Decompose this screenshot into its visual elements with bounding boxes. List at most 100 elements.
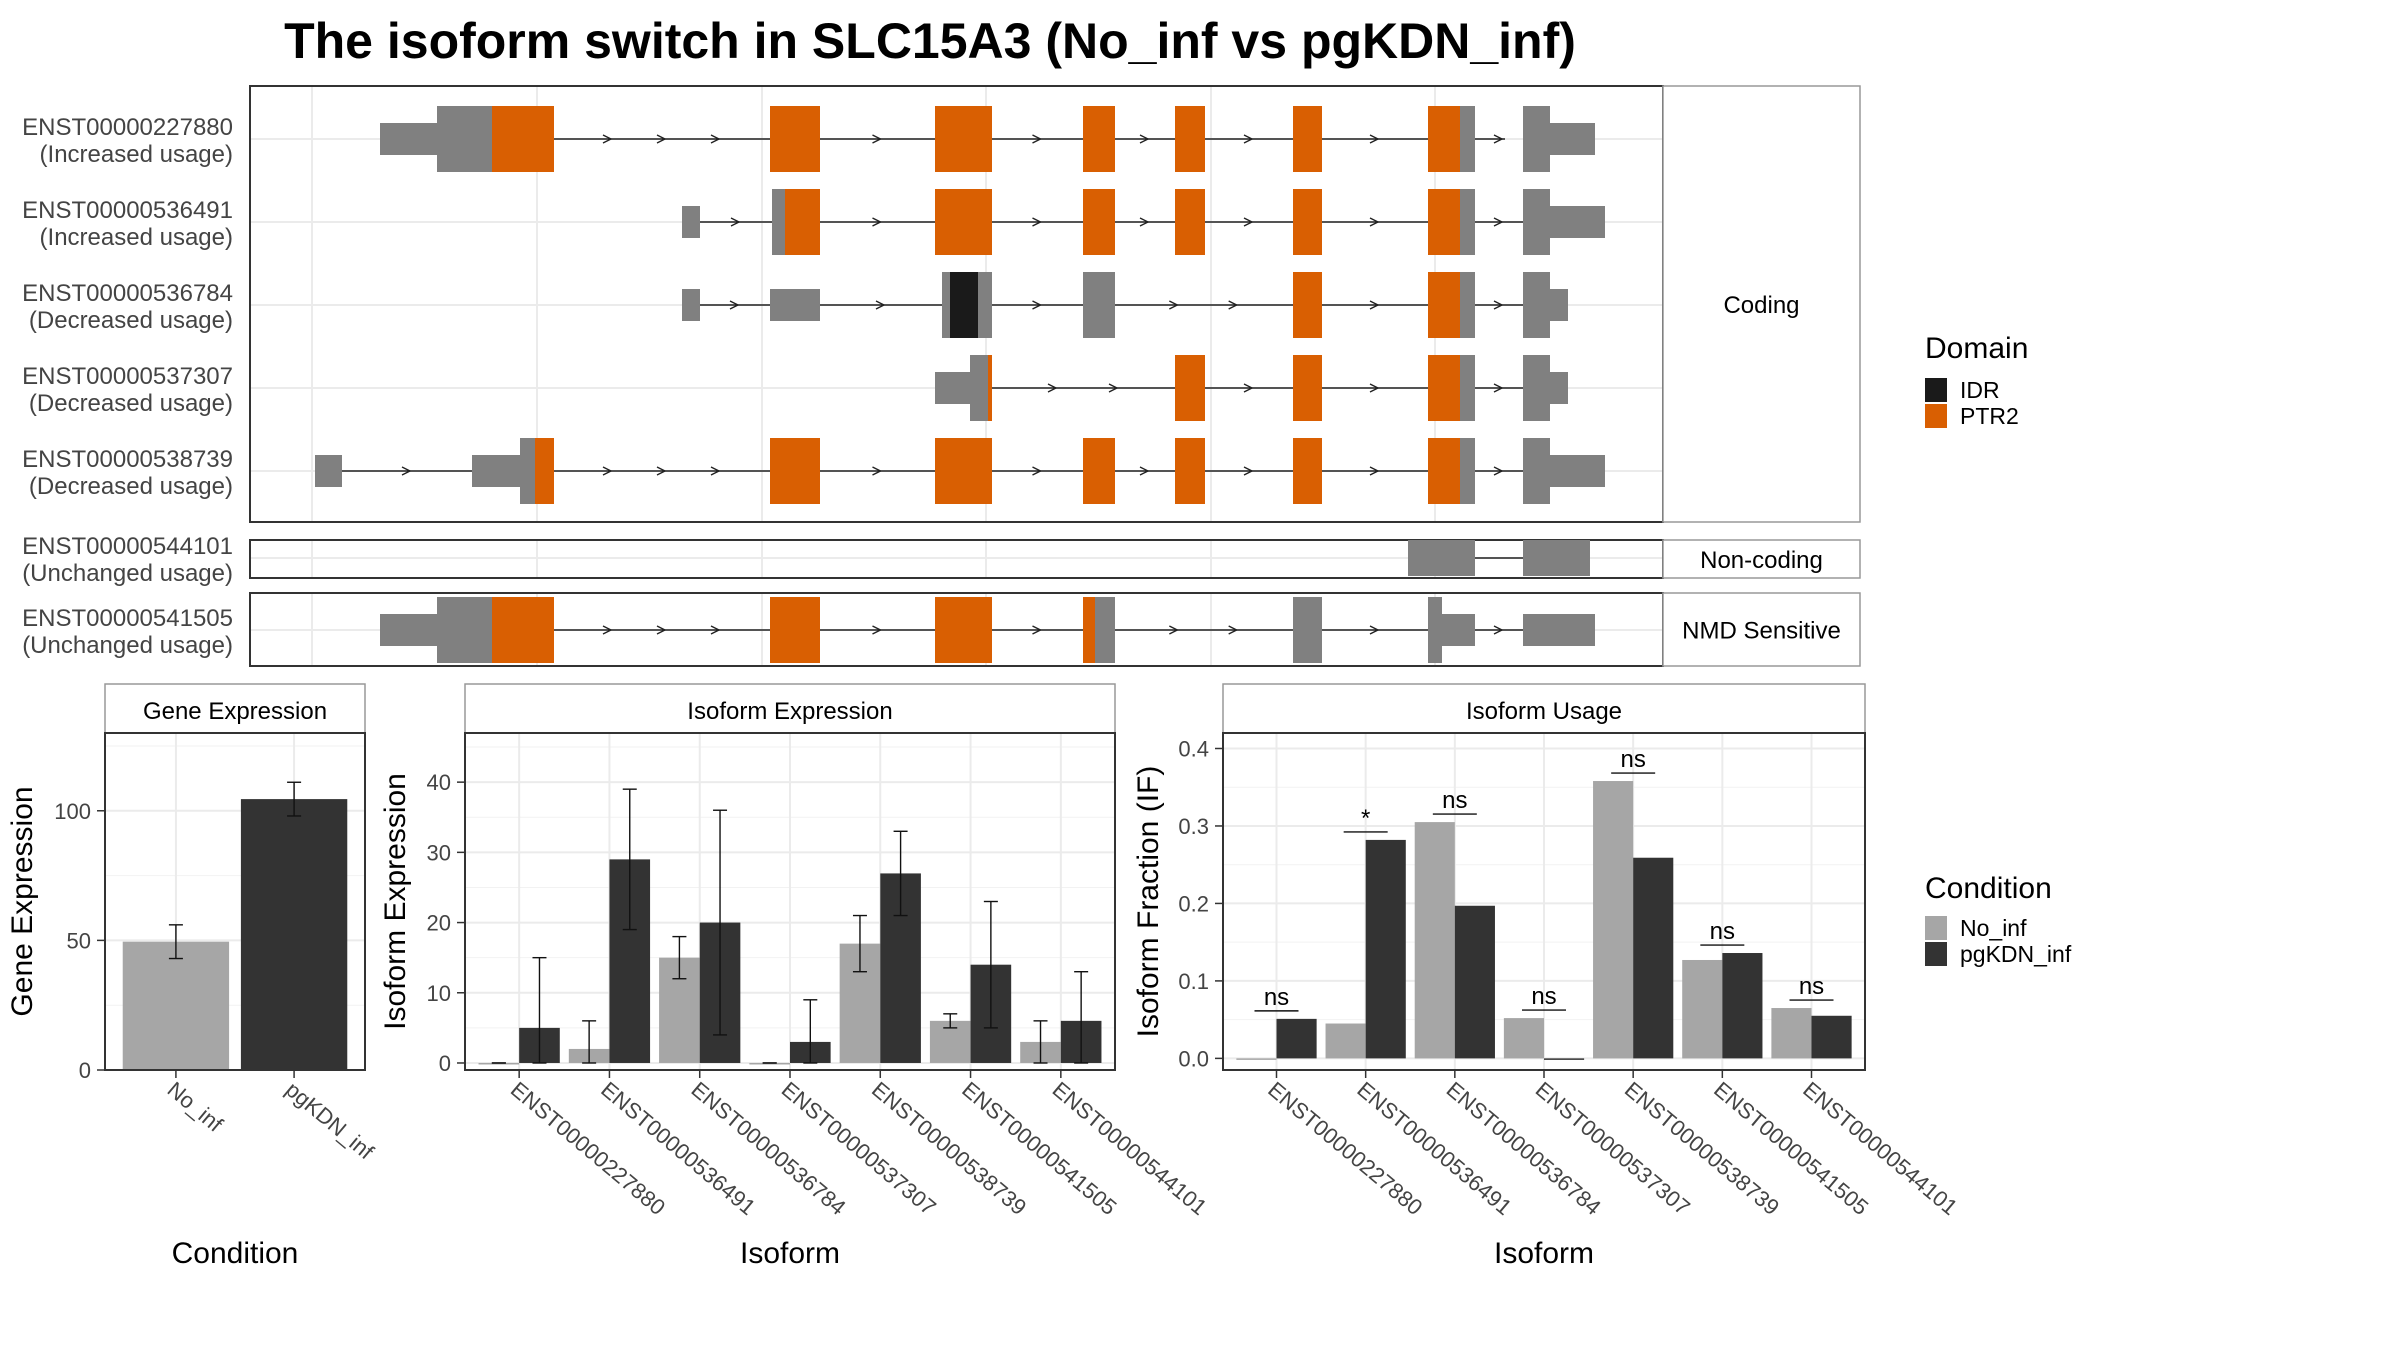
bar xyxy=(749,1062,790,1065)
exon-block xyxy=(978,272,992,338)
exon-block xyxy=(1550,289,1568,321)
strand-arrow xyxy=(602,466,613,476)
bar xyxy=(1454,905,1495,1059)
x-tick-label: ENST00000227880 xyxy=(1263,1077,1427,1220)
strand-arrow xyxy=(872,466,883,476)
ptr2-domain-block xyxy=(770,106,820,172)
exon-block xyxy=(772,189,785,255)
isoform-id-label: ENST00000541505 xyxy=(22,605,233,632)
isoform-usage-label: (Unchanged usage) xyxy=(22,632,233,659)
bar xyxy=(1771,1008,1812,1059)
y-tick-label: 30 xyxy=(427,840,451,865)
exon-block xyxy=(942,272,950,338)
section-strip xyxy=(1662,85,1861,523)
ptr2-domain-block xyxy=(1083,189,1115,255)
bar xyxy=(1811,1015,1852,1059)
x-tick-label: ENST00000537307 xyxy=(777,1077,941,1220)
bar xyxy=(240,799,348,1070)
bar xyxy=(122,941,230,1070)
ptr2-domain-block xyxy=(1175,189,1205,255)
exon-block xyxy=(380,614,437,646)
bar xyxy=(1544,1058,1585,1060)
ptr2-domain-block xyxy=(535,438,554,504)
exon-block xyxy=(1523,540,1590,576)
x-tick-label: No_inf xyxy=(163,1077,228,1138)
legend-key-ptr2 xyxy=(1925,404,1947,428)
exon-block xyxy=(1523,106,1550,172)
exon-block xyxy=(1460,272,1475,338)
y-tick-label: 0.3 xyxy=(1178,814,1209,839)
isoform-usage-label: (Increased usage) xyxy=(40,141,233,168)
isoform-usage-label: (Unchanged usage) xyxy=(22,560,233,587)
significance-label: * xyxy=(1361,805,1370,832)
transcript-structure-panel: ENST00000227880(Increased usage)ENST0000… xyxy=(22,85,1861,667)
facet-strip xyxy=(1222,683,1866,734)
x-axis-title: Isoform xyxy=(740,1237,840,1270)
exon-block xyxy=(935,372,970,404)
exon-block xyxy=(1428,597,1442,663)
section-strip-label: NMD Sensitive xyxy=(1682,618,1841,645)
exon-block xyxy=(1460,106,1475,172)
exon-block xyxy=(1550,372,1568,404)
ptr2-domain-block xyxy=(785,189,820,255)
strand-arrow xyxy=(1493,300,1504,310)
ptr2-domain-block xyxy=(1293,106,1322,172)
section-strip-label: Coding xyxy=(1723,292,1799,319)
ptr2-domain-block xyxy=(1083,438,1115,504)
x-tick-label: ENST00000544101 xyxy=(1048,1077,1212,1220)
domain-legend-title: Domain xyxy=(1925,332,2028,365)
strand-arrow xyxy=(1493,625,1504,635)
x-tick-label: ENST00000541505 xyxy=(957,1077,1121,1220)
legend-label-no-inf: No_inf xyxy=(1960,915,2027,941)
x-tick-label: ENST00000536491 xyxy=(596,1077,760,1220)
bar xyxy=(1593,781,1634,1059)
strand-arrow xyxy=(710,466,721,476)
section-strip-label: Non-coding xyxy=(1700,547,1823,574)
strand-arrow xyxy=(1169,625,1179,635)
strand-arrow xyxy=(1493,217,1504,227)
condition-legend: Condition No_inf pgKDN_inf xyxy=(1925,872,2072,967)
isoform-id-label: ENST00000536491 xyxy=(22,197,233,224)
significance-label: ns xyxy=(1442,787,1467,814)
strand-arrow xyxy=(1243,466,1254,476)
isoform-id-label: ENST00000537307 xyxy=(22,363,233,390)
ptr2-domain-block xyxy=(770,597,820,663)
gene-expression-chart: Gene Expression 0 50 100 No_inf pgKDN_inf Cond… xyxy=(6,683,379,1270)
strand-arrow xyxy=(602,625,613,635)
ptr2-domain-block xyxy=(1428,189,1460,255)
exon-block xyxy=(1442,614,1475,646)
strand-arrow xyxy=(656,625,667,635)
strand-arrow xyxy=(1032,134,1043,144)
ptr2-domain-block xyxy=(1293,189,1322,255)
strand-arrow xyxy=(1369,134,1380,144)
x-tick-label: ENST00000536784 xyxy=(687,1077,851,1220)
exon-block xyxy=(472,455,520,487)
strand-arrow xyxy=(1243,217,1254,227)
strand-arrow xyxy=(1139,217,1150,227)
strand-arrow xyxy=(1032,217,1043,227)
strand-arrow xyxy=(710,134,721,144)
facet-strip-title: Isoform Expression xyxy=(687,698,892,725)
y-tick-label: 10 xyxy=(427,981,451,1006)
bar xyxy=(1682,959,1723,1059)
strand-arrow xyxy=(1032,300,1043,310)
isoform-id-label: ENST00000536784 xyxy=(22,280,233,307)
domain-legend: Domain IDR PTR2 xyxy=(1925,332,2028,429)
strand-arrow xyxy=(1369,625,1380,635)
ptr2-domain-block xyxy=(988,355,992,421)
exon-block xyxy=(1550,123,1595,155)
facet-strip-title: Gene Expression xyxy=(143,698,327,725)
legend-label-idr: IDR xyxy=(1960,377,2000,403)
x-axis-title: Isoform xyxy=(1494,1237,1594,1270)
strand-arrow xyxy=(1369,466,1380,476)
bar xyxy=(1503,1018,1544,1059)
structure-tracks xyxy=(315,106,1605,663)
x-tick-label: ENST00000536784 xyxy=(1442,1077,1606,1220)
x-tick-label: ENST00000541505 xyxy=(1709,1077,1873,1220)
legend-key-idr xyxy=(1925,378,1947,402)
exon-block xyxy=(520,438,535,504)
y-tick-label: 100 xyxy=(54,799,91,824)
strand-arrow xyxy=(602,134,613,144)
strand-arrow xyxy=(1032,466,1043,476)
